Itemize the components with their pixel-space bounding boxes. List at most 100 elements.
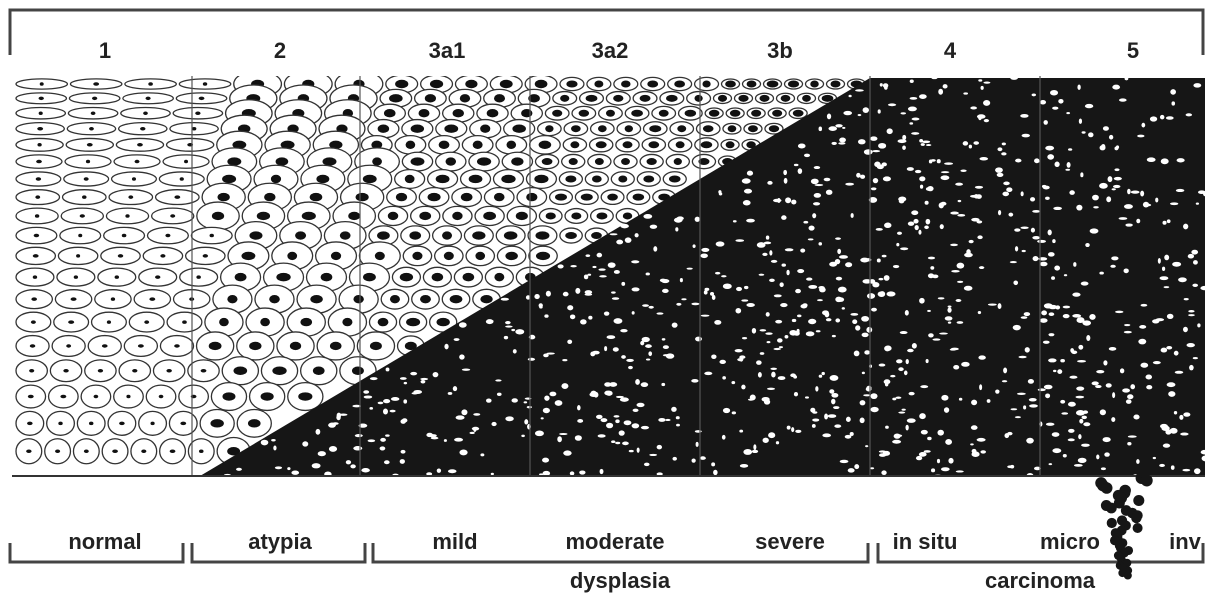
nucleus [702, 125, 714, 133]
nucleus [179, 177, 184, 181]
bracket-normal [8, 543, 185, 564]
gap [711, 462, 716, 467]
gap [1125, 399, 1132, 404]
gap [1078, 118, 1083, 124]
gap [937, 429, 944, 436]
nucleus [232, 140, 247, 150]
gap [870, 406, 879, 413]
nucleus [329, 341, 342, 351]
gap [473, 427, 477, 432]
gap [676, 423, 680, 427]
gap [432, 371, 439, 378]
gap [1119, 98, 1127, 102]
gap [995, 167, 1003, 173]
gap [775, 319, 783, 324]
grade-label: normal [68, 529, 141, 554]
nucleus [170, 214, 176, 218]
gap [786, 269, 790, 276]
gap [859, 174, 866, 179]
gap [577, 405, 581, 411]
gap [1061, 412, 1069, 415]
gap [656, 312, 664, 315]
gap [860, 257, 870, 263]
nucleus [66, 344, 72, 348]
gap [997, 210, 1002, 216]
gap [631, 423, 640, 429]
gap [779, 282, 784, 288]
gap [1136, 459, 1140, 464]
gap [675, 227, 679, 232]
gap [505, 416, 514, 422]
gap [767, 180, 773, 185]
nucleus [607, 193, 618, 201]
gap [1180, 432, 1189, 436]
nucleus [512, 124, 526, 133]
gap [1174, 370, 1184, 374]
gap [887, 103, 897, 107]
gap [328, 422, 336, 428]
nucleus [622, 212, 633, 220]
gap [861, 371, 865, 375]
gap [980, 85, 984, 90]
gap [546, 352, 555, 355]
nucleus [131, 177, 137, 181]
gap [1155, 318, 1165, 322]
gap [1048, 312, 1055, 316]
gap [940, 171, 950, 174]
nucleus [499, 79, 513, 89]
gap [1066, 161, 1071, 168]
gap [876, 258, 881, 263]
gap [879, 453, 887, 457]
nucleus [58, 421, 63, 426]
nucleus [275, 157, 289, 166]
gap [1111, 256, 1119, 261]
gap [1166, 382, 1176, 388]
gap [700, 253, 708, 259]
gap [813, 166, 821, 170]
nucleus [452, 211, 463, 221]
gap [700, 314, 710, 317]
gap [1125, 223, 1133, 227]
nucleus [596, 212, 608, 220]
gap [1170, 89, 1176, 95]
nucleus [210, 419, 224, 428]
gap [766, 341, 771, 344]
nucleus [86, 143, 93, 147]
gap [1077, 84, 1081, 90]
nucleus [33, 233, 40, 238]
gap [1152, 361, 1161, 365]
gap [1048, 333, 1055, 337]
gap [379, 446, 386, 451]
gap [850, 213, 854, 218]
gap [976, 437, 986, 442]
gap [291, 470, 300, 475]
gap [857, 139, 866, 145]
nucleus [280, 140, 295, 150]
gap [577, 419, 584, 423]
gap [769, 278, 775, 283]
nucleus [552, 109, 563, 117]
gap [1096, 370, 1105, 374]
gap [890, 374, 896, 378]
gap [834, 258, 841, 265]
gap [742, 200, 751, 206]
gap [328, 446, 338, 452]
gap [907, 221, 915, 226]
gap [606, 335, 616, 340]
nucleus [121, 233, 127, 238]
gap [1095, 384, 1102, 389]
gap [756, 360, 762, 365]
nucleus [566, 80, 578, 88]
nucleus [702, 80, 711, 88]
grade-label: moderate [565, 529, 664, 554]
gap [731, 381, 736, 385]
gap [701, 247, 710, 252]
nucleus [211, 211, 225, 221]
gap [584, 293, 593, 296]
gap [454, 437, 464, 442]
gap [1004, 433, 1010, 439]
gap [302, 441, 309, 447]
gap [722, 283, 732, 290]
gap [544, 314, 549, 318]
gap [1029, 404, 1038, 408]
